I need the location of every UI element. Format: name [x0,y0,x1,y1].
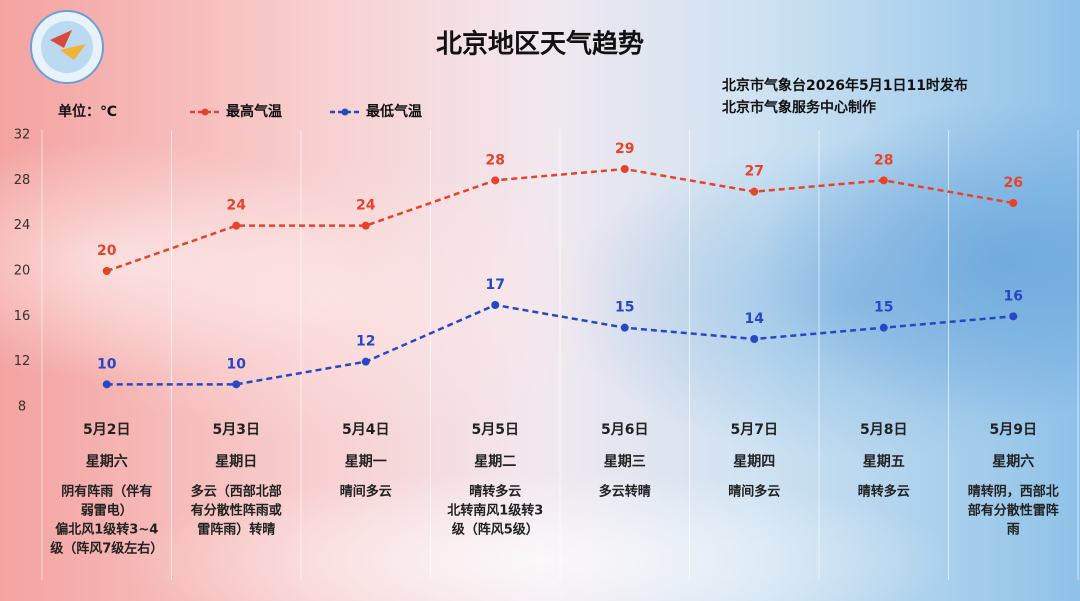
legend-label: 最高气温 [226,103,282,120]
data-point [620,165,629,173]
weather: 偏北风1级转3~4 [55,522,158,538]
data-point [232,221,241,230]
weather: 晴转多云 [469,484,521,500]
weather: 晴转多云 [858,484,910,500]
data-label: 17 [486,277,505,293]
data-point [361,221,370,230]
weather: 多云转晴 [599,484,651,500]
weekday: 星期一 [345,454,387,470]
y-tick-label: 12 [14,354,31,369]
y-tick-label: 8 [18,400,26,415]
data-point [491,301,500,309]
data-point [1009,312,1018,321]
x-tick-label: 5月5日 [472,422,519,438]
x-tick-label: 5月2日 [83,422,130,438]
weather: 级（阵风7级左右） [50,541,163,557]
chart-title: 北京地区天气趋势 [436,29,644,60]
data-point [102,380,111,389]
data-label: 24 [356,198,376,214]
weather: 晴间多云 [728,484,780,500]
weekday: 星期三 [604,454,646,470]
data-label: 28 [874,152,893,168]
logo [30,10,104,84]
weekday: 星期五 [863,454,905,470]
data-point [491,176,500,185]
x-tick-label: 5月3日 [213,422,260,438]
weather: 晴间多云 [340,484,392,500]
data-point [879,176,888,185]
weekday: 星期六 [86,453,128,470]
data-point [620,323,629,332]
weekday: 星期六 [992,453,1034,470]
data-point [361,357,370,366]
weather: 雷阵雨）转晴 [197,522,275,538]
data-label: 24 [227,198,247,214]
y-tick-label: 16 [14,309,31,324]
y-tick-label: 28 [14,173,31,188]
weather: 雨 [1007,523,1020,538]
y-tick-label: 20 [14,264,31,279]
data-label: 29 [615,141,634,157]
legend-label: 最低气温 [366,103,422,120]
y-tick-label: 32 [14,128,31,143]
legend-dot [201,108,209,116]
x-tick-label: 5月8日 [860,422,907,438]
weekday: 星期二 [474,454,516,470]
data-label: 15 [615,300,634,316]
x-tick-label: 5月7日 [731,422,778,438]
legend-dot [341,108,349,116]
data-label: 10 [227,356,247,372]
x-tick-label: 5月6日 [601,422,648,438]
data-label: 16 [1004,288,1023,304]
data-point [1009,199,1018,207]
weather: 多云（西部北部 [191,484,282,500]
series-line [106,167,1014,273]
data-label: 20 [97,243,117,259]
weekday: 星期四 [733,454,775,470]
series-line [106,303,1014,386]
data-label: 26 [1004,175,1023,191]
weekday: 星期日 [215,454,257,470]
data-point [102,267,111,275]
data-label: 10 [97,356,117,372]
publisher: 北京市气象台2026年5月1日11时发布 [722,77,968,94]
data-point [232,380,241,389]
data-label: 14 [745,311,765,327]
data-label: 15 [874,300,893,316]
weather: 北转南风1级转3 [447,503,543,519]
data-point [879,323,888,332]
weather: 晴转阴，西部北 [968,484,1059,500]
x-tick-label: 5月9日 [990,422,1037,438]
publisher: 北京市气象服务中心制作 [722,99,876,116]
data-point [750,335,759,343]
data-label: 12 [356,334,375,350]
unit-label: 单位：℃ [58,103,117,120]
data-point [750,187,759,196]
y-tick-label: 24 [14,218,31,233]
weather: 弱雷电） [81,503,133,519]
weather: 级（阵风5级） [452,522,539,538]
weather: 有分散性阵雨或 [191,503,282,519]
data-label: 27 [745,164,764,180]
x-tick-label: 5月4日 [342,422,389,438]
weather: 阴有阵雨（伴有 [61,484,152,500]
weather: 部有分散性雷阵 [968,503,1059,519]
data-label: 28 [486,152,505,168]
